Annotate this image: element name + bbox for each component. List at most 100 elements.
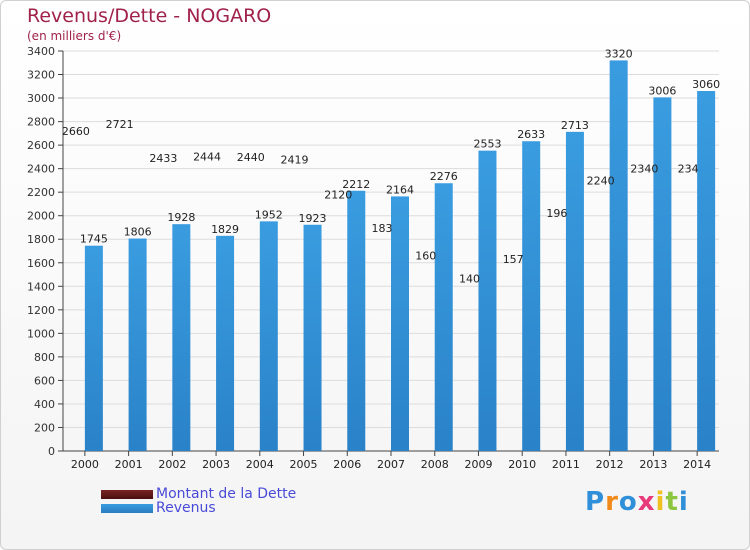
data-label-revenue: 2276 <box>430 170 458 183</box>
logo-letter: r <box>605 487 619 517</box>
data-label-debt: 157 <box>503 253 524 266</box>
x-tick-label: 2010 <box>508 458 536 471</box>
bar-revenue <box>84 245 103 451</box>
y-tick-label: 1400 <box>27 280 55 293</box>
logo-letter: P <box>585 487 606 517</box>
bar-revenue <box>172 224 191 451</box>
legend-label-debt: Montant de la Dette <box>156 486 297 502</box>
data-label-debt: 183 <box>372 222 393 235</box>
x-tick-label: 2011 <box>552 458 580 471</box>
logo-letter: i <box>678 487 689 517</box>
chart-title: Revenus/Dette - NOGARO <box>27 5 272 27</box>
bar-revenue <box>522 141 541 451</box>
data-label-debt: 2440 <box>237 151 265 164</box>
data-label-debt: 2721 <box>106 118 134 131</box>
data-label-debt: 2433 <box>149 152 177 165</box>
data-label-revenue: 3320 <box>605 47 633 60</box>
data-label-debt: 2419 <box>281 153 309 166</box>
data-label-revenue: 1829 <box>211 223 239 236</box>
data-label-revenue: 2212 <box>342 178 370 191</box>
bar-revenue <box>303 224 322 451</box>
bar-revenue <box>478 150 497 451</box>
x-tick-label: 2006 <box>333 458 361 471</box>
x-tick-label: 2004 <box>246 458 274 471</box>
y-tick-label: 2400 <box>27 163 55 176</box>
data-label-debt: 160 <box>415 250 436 263</box>
data-label-revenue: 3006 <box>648 84 676 97</box>
logo-letter: o <box>618 487 638 517</box>
data-label-debt: 2120 <box>324 189 352 202</box>
x-tick-label: 2008 <box>421 458 449 471</box>
bar-revenue <box>128 238 147 451</box>
bar-debt <box>635 176 653 451</box>
x-tick-label: 2003 <box>202 458 230 471</box>
bar-debt <box>504 266 522 451</box>
data-label-revenue: 2633 <box>517 128 545 141</box>
legend-swatch-revenue <box>101 504 153 513</box>
logo-letter: i <box>655 487 666 517</box>
bar-revenue <box>391 196 409 451</box>
bar-revenue <box>697 91 716 451</box>
y-tick-label: 2000 <box>27 210 55 223</box>
bar-debt <box>592 187 610 451</box>
x-tick-label: 2001 <box>115 458 143 471</box>
x-tick-label: 2014 <box>683 458 711 471</box>
x-tick-label: 2002 <box>158 458 186 471</box>
bar-debt <box>111 131 129 451</box>
data-label-debt: 2340 <box>630 163 658 176</box>
y-tick-label: 1200 <box>27 304 55 317</box>
bar-revenue <box>216 235 235 451</box>
logo-letter: t <box>665 487 679 517</box>
data-label-debt: 2240 <box>587 174 615 187</box>
bar-debt <box>154 165 172 451</box>
x-tick-label: 2005 <box>290 458 318 471</box>
x-tick-label: 2009 <box>464 458 492 471</box>
x-tick-label: 2000 <box>71 458 99 471</box>
y-tick-label: 3400 <box>27 45 55 58</box>
y-tick-label: 200 <box>34 421 55 434</box>
data-label-debt: 2444 <box>193 150 221 163</box>
y-tick-label: 1600 <box>27 257 55 270</box>
data-label-debt: 234 <box>678 163 699 176</box>
x-tick-label: 2013 <box>639 458 667 471</box>
data-label-revenue: 1806 <box>124 226 152 239</box>
data-label-revenue: 2553 <box>473 138 501 151</box>
data-label-revenue: 1928 <box>167 211 195 224</box>
legend-label-revenue: Revenus <box>156 500 216 516</box>
y-tick-label: 2800 <box>27 116 55 129</box>
bar-revenue <box>653 97 672 452</box>
proxiti-logo: Proxiti <box>585 487 689 517</box>
bar-revenue <box>259 221 278 451</box>
data-label-revenue: 2164 <box>386 183 414 196</box>
y-tick-label: 1000 <box>27 327 55 340</box>
data-label-debt: 196 <box>546 207 567 220</box>
y-tick-label: 600 <box>34 374 55 387</box>
bar-debt <box>242 164 260 451</box>
y-tick-label: 2200 <box>27 186 55 199</box>
data-label-revenue: 1745 <box>80 233 108 246</box>
y-tick-label: 3200 <box>27 69 55 82</box>
bar-revenue <box>565 131 584 451</box>
y-tick-label: 3000 <box>27 92 55 105</box>
data-label-debt: 140 <box>459 273 480 286</box>
logo-letter: x <box>637 487 656 517</box>
chart-subtitle: (en milliers d'€) <box>27 29 122 43</box>
data-label-revenue: 2713 <box>561 119 589 132</box>
bar-revenue <box>434 183 453 451</box>
y-tick-label: 800 <box>34 351 55 364</box>
x-tick-label: 2007 <box>377 458 405 471</box>
bar-debt <box>198 163 216 451</box>
y-tick-label: 2600 <box>27 139 55 152</box>
bar-revenue <box>609 60 628 451</box>
bar-debt <box>286 166 304 451</box>
y-tick-label: 0 <box>48 445 55 458</box>
bar-revenue <box>347 190 366 451</box>
data-label-revenue: 1952 <box>255 208 283 221</box>
data-label-revenue: 1923 <box>299 212 327 225</box>
data-label-revenue: 3060 <box>692 78 720 91</box>
bar-debt <box>548 220 566 451</box>
y-tick-label: 400 <box>34 398 55 411</box>
legend-swatch-debt <box>101 490 153 499</box>
